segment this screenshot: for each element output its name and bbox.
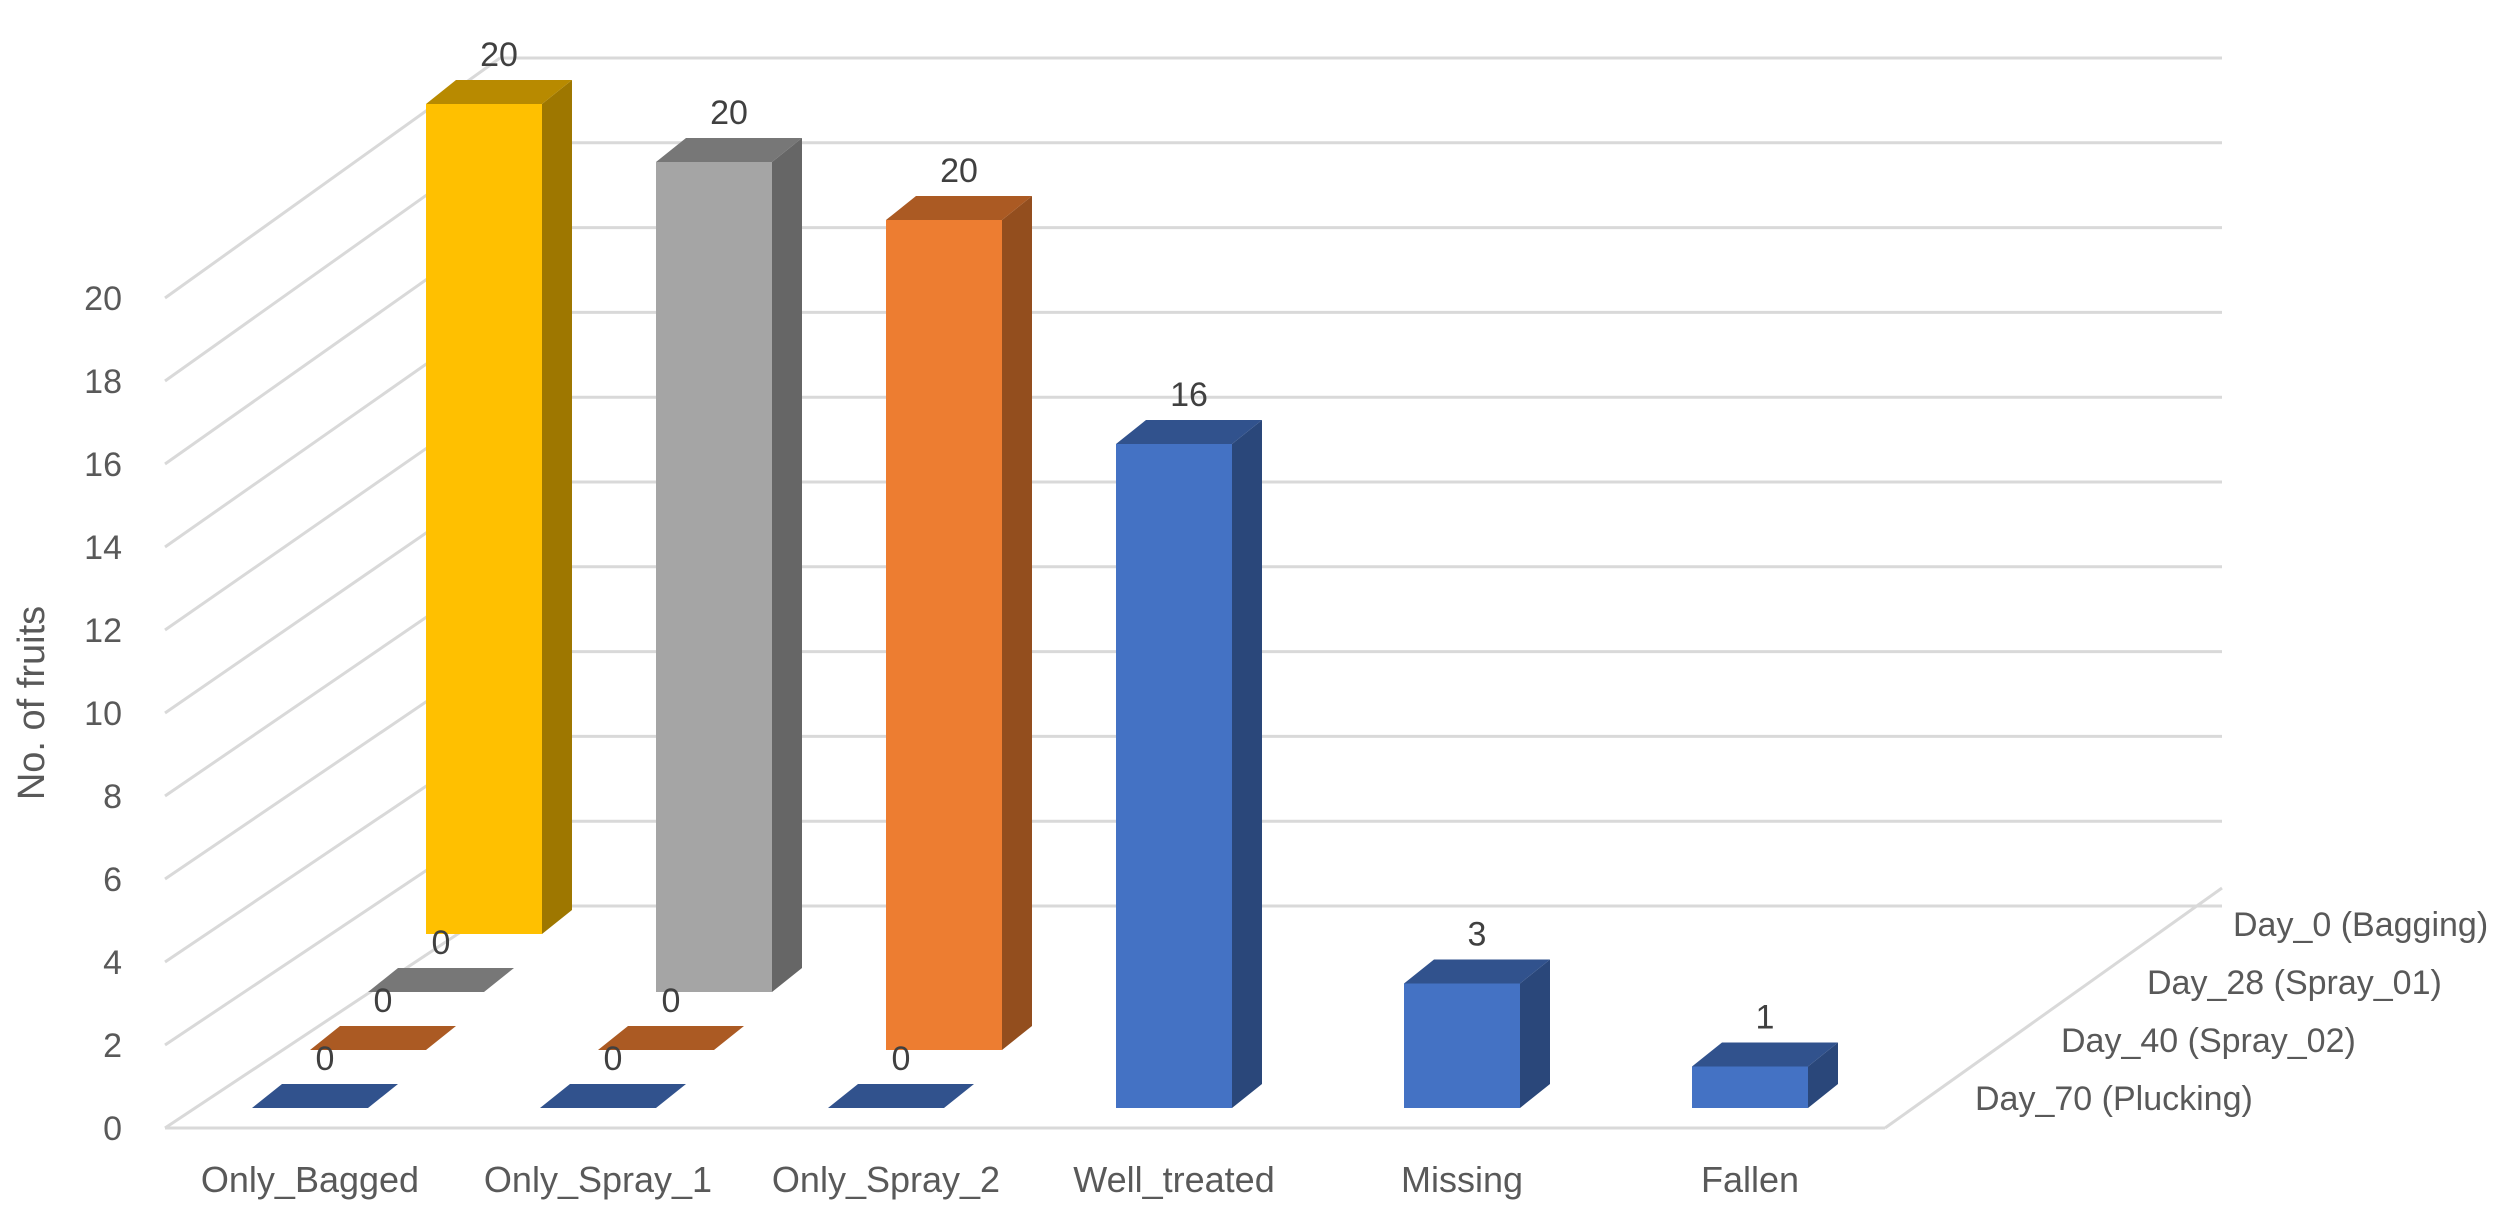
x-axis-ticks: Only_Bagged Only_Spray_1 Only_Spray_2 Well_… (201, 1159, 1799, 1200)
bar-day-40-spray-02-only-bagged (310, 1026, 456, 1050)
bar-front-face (1116, 444, 1232, 1108)
bar-top-face (426, 80, 572, 104)
bar-top-face (1692, 1042, 1838, 1067)
x-tick-label: Only_Spray_1 (484, 1159, 712, 1200)
y-tick-label: 20 (84, 280, 122, 318)
bar-top-face (828, 1084, 974, 1108)
bar-side-face (1002, 196, 1032, 1050)
series-label-day-28-spray-01: Day_28 (Spray_01) (2147, 964, 2442, 1002)
data-label: 20 (480, 36, 518, 74)
bar-day-70-plucking-fallen (1692, 1042, 1838, 1108)
y-tick-label: 8 (103, 778, 122, 816)
y-tick-label: 10 (84, 695, 122, 733)
data-label: 0 (662, 982, 681, 1020)
y-axis-label: No. of fruits (11, 606, 53, 800)
bar-top-face (310, 1026, 456, 1050)
data-label: 0 (432, 924, 451, 962)
data-label: 0 (316, 1040, 335, 1078)
bar-day-40-spray-02-only-spray-1 (598, 1026, 744, 1050)
x-tick-label: Missing (1401, 1159, 1523, 1200)
x-tick-label: Only_Spray_2 (772, 1159, 1000, 1200)
bar-top-face (1404, 959, 1550, 984)
data-label: 0 (892, 1040, 911, 1078)
data-label: 16 (1170, 376, 1208, 414)
data-labels: 20 0 20 0 0 20 0 0 0 16 3 1 (316, 36, 1775, 1078)
bar-side-face (1520, 959, 1550, 1108)
bar-side-face (1808, 1042, 1838, 1108)
bar-day-70-plucking-only-bagged (252, 1084, 398, 1108)
x-tick-label: Fallen (1701, 1159, 1799, 1200)
bar-day-0-bagging-only-bagged (426, 80, 572, 934)
bar-front-face (886, 220, 1002, 1050)
bar-top-face (598, 1026, 744, 1050)
data-label: 0 (604, 1040, 623, 1078)
y-tick-label: 6 (103, 861, 122, 899)
bar-top-face (1116, 420, 1262, 444)
bar-front-face (426, 104, 542, 934)
bar-day-70-plucking-well-treated (1116, 420, 1262, 1108)
series-label-day-40-spray-02: Day_40 (Spray_02) (2061, 1022, 2356, 1060)
bar-top-face (656, 138, 802, 162)
bar-top-face (252, 1084, 398, 1108)
x-tick-label: Well_treated (1073, 1159, 1274, 1200)
bar-front-face (656, 162, 772, 992)
series-label-day-0-bagging: Day_0 (Bagging) (2233, 906, 2488, 944)
bar-top-face (540, 1084, 686, 1108)
y-tick-label: 4 (103, 944, 122, 982)
x-tick-label: Only_Bagged (201, 1159, 419, 1200)
bars (252, 80, 1838, 1108)
floor-right-edge (1884, 886, 2223, 1130)
bar-day-40-spray-02-only-spray-2 (886, 196, 1032, 1050)
y-tick-label: 2 (103, 1027, 122, 1065)
y-tick-label: 18 (84, 363, 122, 401)
data-label: 0 (374, 982, 393, 1020)
data-label: 1 (1756, 999, 1775, 1037)
bar-day-70-plucking-missing (1404, 959, 1550, 1108)
series-labels: Day_0 (Bagging) Day_28 (Spray_01) Day_40 (… (1975, 906, 2488, 1118)
y-tick-label: 0 (103, 1110, 122, 1148)
bar-day-70-plucking-only-spray-2 (828, 1084, 974, 1108)
data-label: 20 (710, 94, 748, 132)
bar-front-face (1404, 983, 1520, 1108)
bar-side-face (542, 80, 572, 934)
y-tick-label: 16 (84, 446, 122, 484)
bar-side-face (772, 138, 802, 992)
bar-day-28-spray-01-only-bagged (368, 968, 514, 992)
data-label: 3 (1468, 916, 1487, 954)
bar-front-face (1692, 1066, 1808, 1108)
series-label-day-70-plucking: Day_70 (Plucking) (1975, 1080, 2253, 1118)
side-wall-gridline (164, 904, 501, 1130)
bar-day-28-spray-01-only-spray-1 (656, 138, 802, 992)
bar-top-face (886, 196, 1032, 220)
y-tick-label: 12 (84, 612, 122, 650)
y-tick-label: 14 (84, 529, 122, 567)
bar-top-face (368, 968, 514, 992)
y-axis-ticks: 0 2 4 6 8 10 12 14 16 18 20 (84, 280, 122, 1148)
data-label: 20 (940, 152, 978, 190)
bar-day-70-plucking-only-spray-1 (540, 1084, 686, 1108)
bar-side-face (1232, 420, 1262, 1108)
